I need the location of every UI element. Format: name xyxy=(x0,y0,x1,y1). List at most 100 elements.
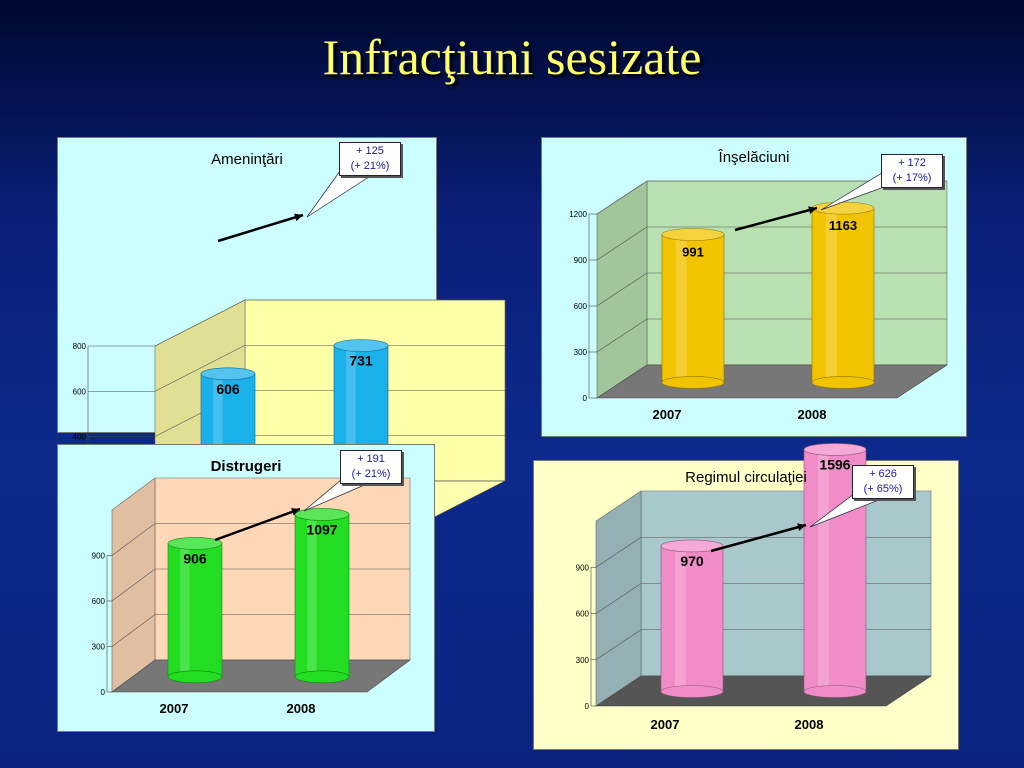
x-category-label: 2007 xyxy=(653,407,682,422)
bar-top xyxy=(294,508,350,521)
bar-highlight xyxy=(213,373,223,507)
bar-body xyxy=(294,514,350,678)
bar-highlight xyxy=(674,545,686,692)
growth-arrowhead xyxy=(294,213,303,222)
delta-value: + 125 xyxy=(356,145,384,157)
y-tick-label: 300 xyxy=(576,656,590,665)
delta-percent: (+ 17%) xyxy=(892,172,932,184)
y-tick-label: 900 xyxy=(574,256,588,265)
chart-floor xyxy=(595,675,932,707)
amenintari-chart: 020040060080060673120072008 xyxy=(73,170,506,551)
bar-highlight xyxy=(180,543,190,677)
x-category-label: 2008 xyxy=(795,717,824,732)
bar-bottom xyxy=(811,376,875,389)
x-category-label: 2008 xyxy=(287,701,316,716)
delta-callout: + 172 (+ 17%) xyxy=(881,154,943,188)
chart-panel-distrugeri: 0 300 600 900 906 1097 2007 2008 Distrugeri + 1… xyxy=(57,444,435,732)
data-label: 1596 xyxy=(819,456,850,472)
data-label: 606 xyxy=(216,381,240,397)
data-label: 731 xyxy=(349,353,373,369)
bar-bottom xyxy=(294,670,350,684)
bar-body xyxy=(661,234,725,383)
y-tick-label: 300 xyxy=(574,348,588,357)
growth-arrow xyxy=(217,213,304,243)
data-label: 1163 xyxy=(829,218,857,233)
chart-panel-regimul-circulatiei: 0 300 600 900 970 1596 2007 2008 Regimul circul… xyxy=(533,443,959,750)
y-tick-label: 300 xyxy=(92,643,106,652)
growth-arrow xyxy=(710,523,807,553)
bar-top xyxy=(811,201,875,215)
bar-cylinder xyxy=(294,508,350,684)
bar-highlight xyxy=(817,449,829,692)
growth-arrowhead xyxy=(808,206,817,214)
delta-callout: + 125 (+ 21%) xyxy=(339,142,401,176)
chart-title: Regimul circulaţiei xyxy=(685,469,807,486)
callout-pointer xyxy=(306,170,380,218)
chart-floor xyxy=(596,364,948,399)
x-category-label: 2007 xyxy=(651,717,680,732)
growth-arrowhead xyxy=(797,523,806,531)
delta-value: + 626 xyxy=(869,468,897,480)
bar-body xyxy=(811,207,875,383)
bar-top xyxy=(660,539,724,553)
bar-highlight xyxy=(307,514,317,677)
delta-value: + 172 xyxy=(898,157,926,169)
chart-panel-inselaciuni: 0 300 600 900 1200 991 1163 2007 2008 Înşelăciun… xyxy=(541,137,967,437)
y-tick-label: 600 xyxy=(92,597,106,606)
bar-highlight xyxy=(675,234,687,383)
x-category-label: 2008 xyxy=(798,407,827,422)
chart-floor xyxy=(111,659,411,693)
y-tick-label: 1200 xyxy=(569,210,587,219)
delta-callout: + 191 (+ 21%) xyxy=(340,450,402,484)
chart-title: Distrugeri xyxy=(210,458,282,475)
y-tick-label: 800 xyxy=(73,342,87,351)
bar-cylinder xyxy=(661,228,725,389)
regimul-circulatiei-chart: 0 300 600 900 970 1596 2007 2008 xyxy=(576,443,932,732)
bar-top xyxy=(803,443,867,456)
delta-percent: (+ 21%) xyxy=(351,468,391,480)
gridline xyxy=(154,344,505,392)
y-tick-label: 600 xyxy=(73,387,87,396)
bar-cylinder xyxy=(811,201,875,389)
bar-bottom xyxy=(660,685,724,698)
bar-body xyxy=(660,545,724,692)
gridline xyxy=(154,299,505,347)
chart-panel-amenintari: 020040060080060673120072008 Ameninţări +… xyxy=(57,137,506,551)
bar-cylinder xyxy=(660,539,724,698)
bar-cylinder xyxy=(167,537,223,684)
y-tick-label: 0 xyxy=(101,688,106,697)
data-label: 991 xyxy=(682,244,704,259)
delta-value: + 191 xyxy=(357,453,385,465)
y-tick-label: 0 xyxy=(583,394,588,403)
bar-bottom xyxy=(803,685,867,698)
y-tick-label: 900 xyxy=(576,563,590,572)
bar-bottom xyxy=(167,670,223,684)
data-label: 1097 xyxy=(306,521,337,537)
growth-arrow xyxy=(214,507,301,542)
distrugeri-chart: 0 300 600 900 906 1097 2007 2008 xyxy=(92,477,411,716)
chart-title: Înşelăciuni xyxy=(718,149,790,166)
x-category-label: 2007 xyxy=(160,701,189,716)
y-tick-label: 600 xyxy=(576,610,590,619)
gridline xyxy=(596,180,947,215)
data-label: 906 xyxy=(183,550,207,566)
delta-percent: (+ 21%) xyxy=(350,160,390,172)
bar-bottom xyxy=(661,376,725,389)
y-tick-label: 400 xyxy=(73,433,87,442)
slide-title: Infracţiuni sesizate xyxy=(322,29,702,85)
delta-callout: + 626 (+ 65%) xyxy=(852,465,914,499)
y-tick-label: 900 xyxy=(92,552,106,561)
inselaciuni-chart: 0 300 600 900 1200 991 1163 2007 2008 xyxy=(569,172,948,422)
bar-highlight xyxy=(346,345,356,507)
y-tick-label: 600 xyxy=(574,302,588,311)
data-label: 970 xyxy=(680,553,704,569)
bar-highlight xyxy=(825,208,837,383)
bar-top xyxy=(167,537,223,550)
bar-top xyxy=(333,339,389,352)
delta-percent: (+ 65%) xyxy=(863,483,903,495)
chart-title: Ameninţări xyxy=(211,151,283,168)
y-tick-label: 0 xyxy=(585,702,590,711)
growth-arrow xyxy=(734,206,818,232)
bar-top xyxy=(200,367,256,381)
growth-arrowhead xyxy=(291,508,300,516)
